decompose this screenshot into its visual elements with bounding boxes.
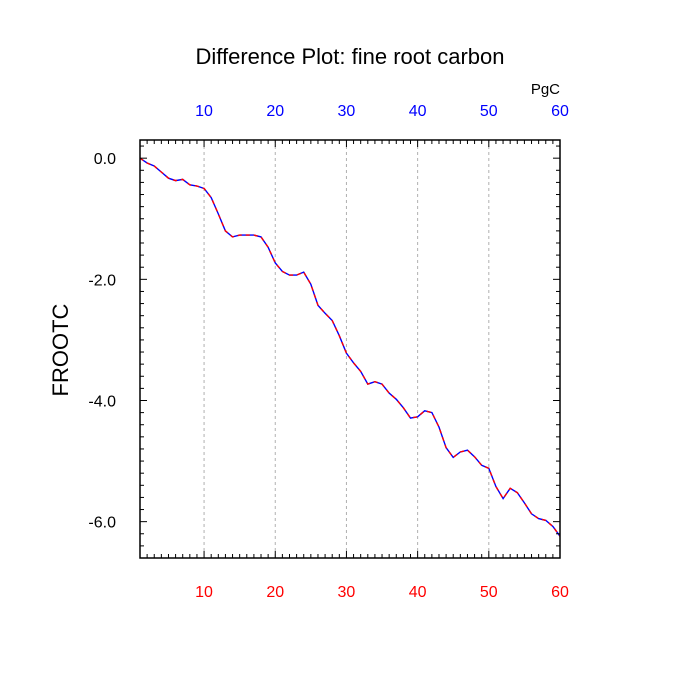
top-axis-units: PgC (531, 81, 560, 98)
grid-layer (203, 140, 490, 558)
x-tick-label-bottom: 50 (480, 584, 498, 601)
x-tick-label-bottom: 10 (195, 584, 213, 601)
x-tick-label-top: 50 (480, 103, 498, 120)
x-tick-label-top: 20 (266, 103, 284, 120)
plot-frame (139, 139, 561, 559)
y-tick-label: -2.0 (88, 272, 116, 289)
x-tick-label-top: 30 (338, 103, 356, 120)
x-tick-label-bottom: 60 (551, 584, 569, 601)
line-layer (139, 157, 561, 537)
label-layer: 10 10 20 20 30 30 40 40 50 50 60 60 0.0 -2.0 -4.0 -6.0 (88, 103, 569, 601)
chart-title: Difference Plot: fine root carbon (196, 44, 505, 69)
x-tick-label-top: 60 (551, 103, 569, 120)
tick-layer (139, 140, 561, 559)
x-tick-label-bottom: 30 (338, 584, 356, 601)
x-tick-label-bottom: 20 (266, 584, 284, 601)
y-tick-label: -6.0 (88, 515, 116, 532)
x-tick-label-top: 40 (409, 103, 427, 120)
y-tick-label: 0.0 (94, 151, 116, 168)
x-tick-label-bottom: 40 (409, 584, 427, 601)
y-axis-label: FROOTC (48, 303, 73, 396)
y-tick-label: -4.0 (88, 393, 116, 410)
x-tick-label-top: 10 (195, 103, 213, 120)
series-line-dashed (139, 157, 561, 537)
